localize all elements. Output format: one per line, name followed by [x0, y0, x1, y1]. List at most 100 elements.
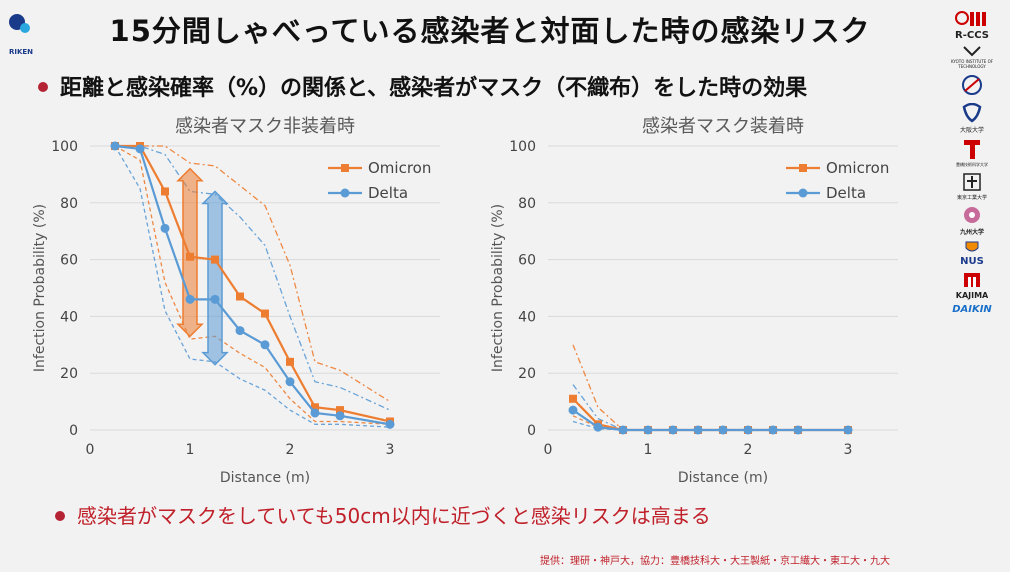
data-point-delta [618, 425, 628, 435]
page-title: 15分間しゃべっている感染者と対面した時の感染リスク [109, 14, 871, 48]
range-arrow-delta [201, 190, 229, 366]
rccs-logo-icon [955, 11, 986, 26]
data-point-delta [718, 425, 728, 435]
y-tick-label: 20 [518, 366, 536, 382]
x-tick-label: 0 [86, 442, 95, 458]
x-tick-label: 3 [386, 442, 395, 458]
subtitle: 距離と感染確率（%）の関係と、感染者がマスク（不織布）をした時の効果 [38, 70, 807, 102]
data-point-delta [210, 294, 220, 304]
osaka-logo: 大阪大学 [940, 102, 1004, 134]
kyoto-logo: KYOTO INSTITUTE OF TECHNOLOGY [940, 45, 1004, 69]
y-tick-label: 40 [518, 309, 536, 325]
data-point-omicron [211, 255, 219, 264]
data-point-omicron [286, 357, 294, 366]
legend-marker-delta [340, 188, 350, 198]
partner-logos: R-CCS KYOTO INSTITUTE OF TECHNOLOGY 大阪大学… [940, 8, 1004, 319]
chart-title: 感染者マスク装着時 [642, 116, 804, 137]
data-point-delta [110, 141, 120, 151]
data-point-delta [310, 408, 320, 418]
data-point-omicron [186, 252, 194, 261]
data-point-delta [743, 425, 753, 435]
data-point-delta [643, 425, 653, 435]
legend-label-delta: Delta [826, 184, 866, 202]
data-point-omicron [161, 187, 169, 196]
kobe-logo-icon [962, 75, 982, 95]
legend-label-omicron: Omicron [368, 159, 431, 177]
y-tick-label: 60 [60, 253, 78, 269]
data-point-delta [668, 425, 678, 435]
y-tick-label: 80 [60, 196, 78, 212]
x-tick-label: 0 [544, 442, 553, 458]
data-point-delta [385, 419, 395, 429]
y-tick-label: 60 [518, 253, 536, 269]
daikin-logo: DAIKIN [940, 304, 1004, 315]
bullet-icon [55, 510, 65, 521]
kyoto-logo-text: KYOTO INSTITUTE OF TECHNOLOGY [950, 59, 994, 69]
series-omicron-upper-bound [572, 344, 848, 431]
legend-label-delta: Delta [368, 184, 408, 202]
y-tick-label: 80 [518, 196, 536, 212]
toyohashi-logo: 豊橋技術科学大学 [940, 138, 1004, 168]
kyushu-logo-icon [964, 207, 980, 223]
data-point-delta [260, 340, 270, 350]
riken-logo-text: RIKEN [8, 48, 34, 56]
series-omicron-line [115, 144, 391, 423]
data-point-delta [235, 326, 245, 336]
data-point-delta [335, 411, 345, 421]
osaka-logo-icon [962, 102, 982, 123]
kobe-logo [940, 73, 1004, 99]
note-text: 感染者がマスクをしていても50cm以内に近づくと感染リスクは高まる [77, 504, 711, 528]
legend-marker-delta [798, 188, 808, 198]
daikin-logo-text: DAIKIN [952, 304, 992, 315]
data-point-delta [768, 425, 778, 435]
riken-logo-icon [9, 14, 30, 33]
chart-no-mask: 感染者マスク非装着時 0 20 40 60 80 100 0 1 2 3 Distance (m) In… [32, 116, 440, 486]
credit-text: 提供：理研・神戸大，協力：豊橋技科大・大王製紙・京工繊大・東工大・九大 [540, 556, 890, 567]
kyoto-logo-icon [963, 46, 981, 57]
kajima-logo-text: KAJIMA [955, 291, 989, 300]
legend-marker-omicron [799, 164, 807, 172]
y-tick-label: 40 [60, 309, 78, 325]
y-tick-label: 0 [527, 423, 536, 439]
series-delta-upper-bound [115, 145, 391, 411]
y-axis-label: Infection Probability (%) [490, 204, 506, 372]
data-point-delta [568, 405, 578, 415]
tokyotech-logo-text: 東京工業大学 [956, 195, 987, 201]
series-omicron-upper-bound [115, 145, 391, 403]
range-arrow-omicron [176, 167, 204, 338]
x-tick-label: 1 [186, 442, 195, 458]
y-axis-label: Infection Probability (%) [32, 204, 48, 372]
series-delta-upper-bound [572, 384, 848, 431]
kajima-logo: KAJIMA [940, 271, 1004, 300]
data-point-delta [843, 425, 853, 435]
x-tick-label: 1 [644, 442, 653, 458]
series-omicron-lower-bound [114, 145, 391, 425]
data-point-delta [160, 223, 170, 233]
data-point-delta [135, 144, 145, 154]
x-tick-label: 2 [744, 442, 753, 458]
kajima-logo-icon [964, 273, 980, 287]
chart-mask: 感染者マスク装着時 0 20 40 60 80 100 0 1 2 3 Distance (m) Inf… [490, 116, 898, 486]
toyohashi-logo-icon [964, 140, 980, 159]
data-point-delta [185, 294, 195, 304]
note: 感染者がマスクをしていても50cm以内に近づくと感染リスクは高まる [55, 500, 711, 529]
data-point-delta [593, 422, 603, 432]
series-delta-line [114, 144, 391, 426]
osaka-logo-text: 大阪大学 [959, 127, 984, 134]
nus-logo-icon [965, 241, 979, 252]
bullet-icon [38, 82, 48, 92]
data-point-delta [793, 425, 803, 435]
y-tick-label: 100 [51, 139, 78, 155]
nus-logo: NUS [940, 240, 1004, 267]
data-point-omicron [236, 292, 244, 301]
series-delta-lower-bound [114, 145, 391, 428]
data-point-omicron [336, 406, 344, 415]
y-tick-label: 100 [509, 139, 536, 155]
x-axis-label: Distance (m) [220, 470, 310, 486]
tokyotech-logo: 東京工業大学 [940, 172, 1004, 201]
tokyotech-logo-icon [963, 173, 981, 191]
data-point-delta [285, 377, 295, 387]
toyohashi-logo-text: 豊橋技術科学大学 [956, 162, 988, 167]
chart-title: 感染者マスク非装着時 [175, 116, 355, 137]
kyushu-logo-text: 九州大学 [959, 229, 984, 236]
